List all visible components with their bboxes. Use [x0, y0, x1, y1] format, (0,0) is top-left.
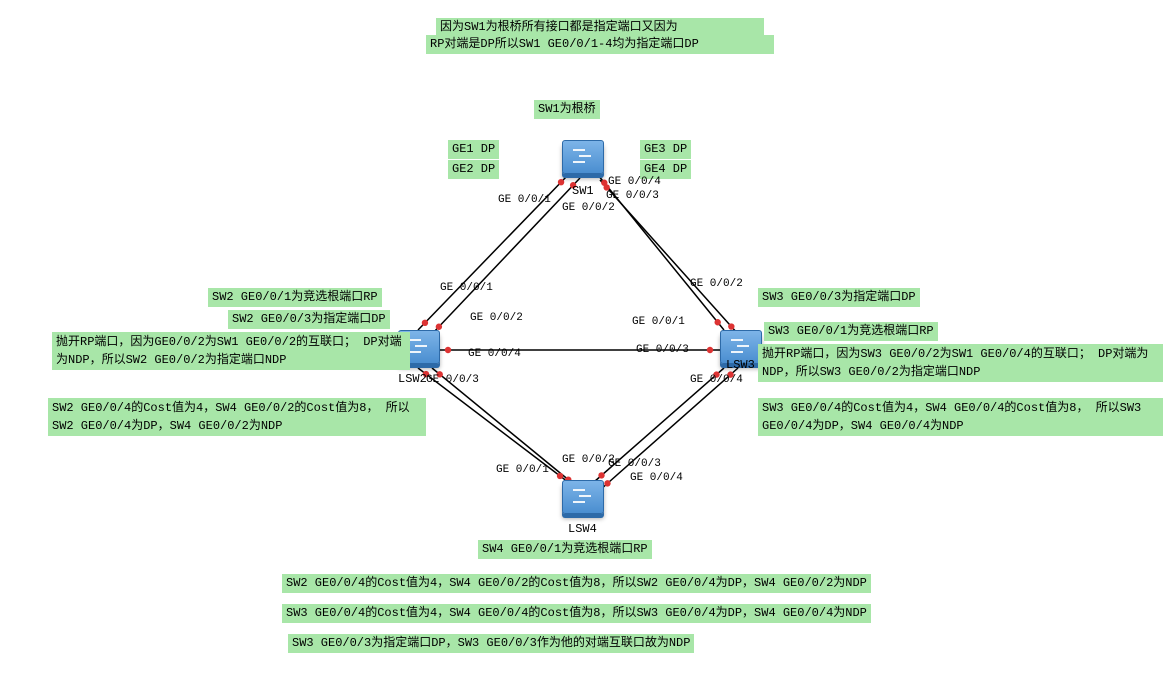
- port-label: GE 0/0/2: [690, 278, 743, 290]
- port-label: GE 0/0/4: [608, 176, 661, 188]
- annotation-top2: RP对端是DP所以SW1 GE0/0/1-4均为指定端口DP: [426, 35, 774, 54]
- annotation-ge3dp: GE3 DP: [640, 140, 691, 159]
- annotation-sw2rp: SW2 GE0/0/1为竞选根端口RP: [208, 288, 382, 307]
- annotation-sw2cost: SW2 GE0/0/4的Cost值为4，SW4 GE0/0/2的Cost值为8，…: [48, 398, 426, 436]
- switch-sw1: [562, 140, 602, 180]
- annotation-sw4rp: SW4 GE0/0/1为竞选根端口RP: [478, 540, 652, 559]
- port-label: GE 0/0/2: [470, 312, 523, 324]
- annotation-ge1dp: GE1 DP: [448, 140, 499, 159]
- diagram-canvas: SW1 LSW2 LSW3 LSW4 因为SW1为根桥所有接口都是指定端口又因为RP对…: [0, 0, 1163, 679]
- annotation-sw3note: 抛开RP端口，因为SW3 GE0/0/2为SW1 GE0/0/4的互联口； DP…: [758, 344, 1163, 382]
- annotation-sw2note: 抛开RP端口，因为GE0/0/2为SW1 GE0/0/2的互联口； DP对端为N…: [52, 332, 410, 370]
- annotation-sw3cost: SW3 GE0/0/4的Cost值为4，SW4 GE0/0/4的Cost值为8，…: [758, 398, 1163, 436]
- port-label: GE 0/0/3: [606, 190, 659, 202]
- port-label: GE 0/0/1: [440, 282, 493, 294]
- port-label: GE 0/0/2: [562, 454, 615, 466]
- annotation-sw1root: SW1为根桥: [534, 100, 600, 119]
- port-label: GE 0/0/4: [690, 374, 743, 386]
- switch-lsw4: [562, 480, 602, 520]
- port-label: GE 0/0/4: [468, 348, 521, 360]
- annotation-sw2dp: SW2 GE0/0/3为指定端口DP: [228, 310, 390, 329]
- annotation-bott2: SW3 GE0/0/4的Cost值为4，SW4 GE0/0/4的Cost值为8，…: [282, 604, 871, 623]
- port-label: GE 0/0/3: [426, 374, 479, 386]
- port-label: GE 0/0/2: [562, 202, 615, 214]
- device-name-lsw2: LSW2: [398, 372, 427, 386]
- port-label: GE 0/0/1: [498, 194, 551, 206]
- annotation-sw3dp: SW3 GE0/0/3为指定端口DP: [758, 288, 920, 307]
- device-name-lsw3: LSW3: [726, 358, 755, 372]
- annotation-sw3rp: SW3 GE0/0/1为竞选根端口RP: [764, 322, 938, 341]
- port-label: GE 0/0/3: [636, 344, 689, 356]
- annotation-bott1: SW2 GE0/0/4的Cost值为4，SW4 GE0/0/2的Cost值为8，…: [282, 574, 871, 593]
- port-label: GE 0/0/3: [608, 458, 661, 470]
- annotation-ge2dp: GE2 DP: [448, 160, 499, 179]
- port-label: GE 0/0/1: [632, 316, 685, 328]
- port-label: GE 0/0/4: [630, 472, 683, 484]
- port-label: GE 0/0/1: [496, 464, 549, 476]
- device-name-lsw4: LSW4: [568, 522, 597, 536]
- annotation-top1: 因为SW1为根桥所有接口都是指定端口又因为: [436, 18, 764, 37]
- annotation-bott3: SW3 GE0/0/3为指定端口DP，SW3 GE0/0/3作为他的对端互联口故…: [288, 634, 694, 653]
- device-name-sw1: SW1: [572, 184, 594, 198]
